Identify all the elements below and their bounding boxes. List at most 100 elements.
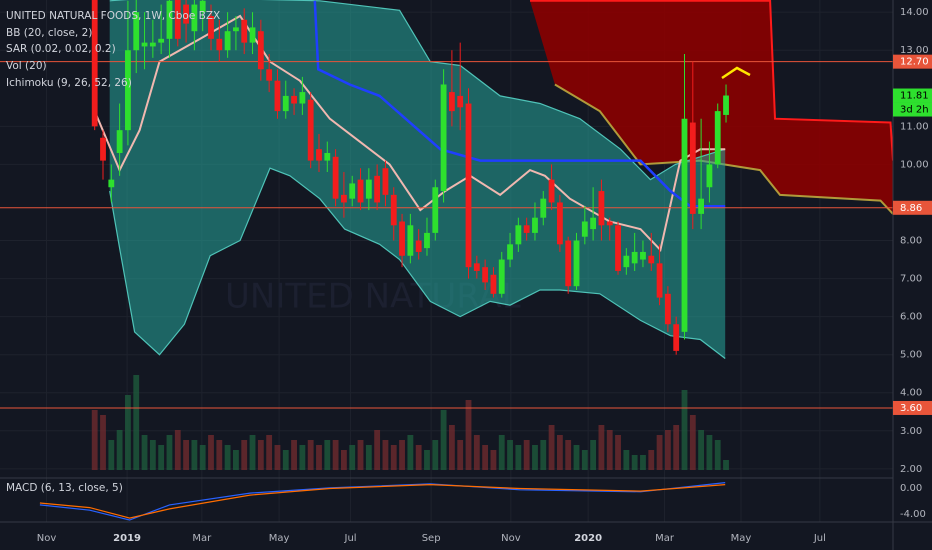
volume-bar xyxy=(615,435,621,470)
candle-body xyxy=(698,198,705,214)
x-tick-label: 2020 xyxy=(574,533,602,544)
candle-body xyxy=(349,183,356,199)
candle-body xyxy=(714,111,721,165)
volume-bar xyxy=(573,445,580,470)
candle-body xyxy=(174,0,181,39)
volume-bar xyxy=(723,460,729,470)
candle-body xyxy=(116,130,123,153)
x-tick-label: 2019 xyxy=(113,533,141,544)
level-label: 3.60 xyxy=(900,403,922,414)
volume-bar xyxy=(565,440,572,470)
volume-bar xyxy=(698,430,705,470)
volume-bar xyxy=(598,425,605,470)
volume-bar xyxy=(382,440,389,470)
candle-body xyxy=(183,4,189,24)
candle-body xyxy=(282,95,289,112)
volume-bar xyxy=(233,450,239,470)
volume-bar xyxy=(515,445,522,470)
annotation-arrow xyxy=(721,66,751,80)
candle-body xyxy=(631,251,638,264)
x-tick-label: Mar xyxy=(192,533,212,544)
candle-body xyxy=(257,31,264,70)
legend-title: UNITED NATURAL FOODS, 1W, Cboe BZX xyxy=(6,10,220,22)
x-tick-label: Nov xyxy=(501,533,521,544)
candle-body xyxy=(341,194,347,203)
candle-body xyxy=(357,179,364,203)
macd-tick-label: -4.00 xyxy=(900,509,926,520)
volume-bar xyxy=(257,440,264,470)
candle-body xyxy=(556,202,563,245)
volume-bar xyxy=(681,390,688,470)
bollinger-lower xyxy=(109,167,726,359)
volume-bar xyxy=(490,450,497,470)
volume-bar xyxy=(316,445,322,470)
candle-body xyxy=(432,187,439,233)
candle-body xyxy=(249,27,256,43)
candle-body xyxy=(199,0,206,13)
countdown-label: 3d 2h xyxy=(900,105,929,116)
candle-body xyxy=(689,122,696,214)
volume-bar xyxy=(183,440,189,470)
candle-body xyxy=(673,324,680,351)
level-label: 12.70 xyxy=(900,57,929,68)
candle-body xyxy=(465,103,472,268)
volume-bar xyxy=(249,435,256,470)
x-tick-label: Nov xyxy=(37,533,57,544)
volume-bar xyxy=(457,440,464,470)
candle-body xyxy=(598,191,605,226)
candle-body xyxy=(565,240,572,287)
volume-bar xyxy=(631,455,638,470)
candle-body xyxy=(490,274,497,294)
candle-body xyxy=(166,0,173,39)
volume-bar xyxy=(606,430,613,470)
candle-body xyxy=(640,251,646,260)
ichimoku-cloud xyxy=(530,0,893,214)
volume-bar xyxy=(116,430,123,470)
volume-bar xyxy=(133,375,140,470)
x-tick-label: Sep xyxy=(422,533,441,544)
candle-body xyxy=(448,92,455,112)
candle-body xyxy=(100,137,106,161)
candle-body xyxy=(723,95,729,115)
volume-bar xyxy=(332,440,339,470)
macd-pane xyxy=(39,482,726,521)
volume-bar xyxy=(407,435,414,470)
countdown-tag xyxy=(893,102,932,117)
y-tick-label: 8.00 xyxy=(900,236,922,247)
candle-body xyxy=(648,255,655,264)
candle-body xyxy=(224,31,231,51)
candle-body xyxy=(191,4,198,32)
candle-body xyxy=(291,95,297,104)
volume-bar xyxy=(664,430,671,470)
legend-item: Vol (20) xyxy=(6,60,47,72)
y-tick-label: 7.00 xyxy=(900,274,922,285)
volume-bar xyxy=(208,435,214,470)
candle-body xyxy=(415,240,422,252)
volume-bar xyxy=(714,440,721,470)
candle-body xyxy=(216,38,223,51)
macd-tick-label: 0.00 xyxy=(900,483,922,494)
x-tick-label: Mar xyxy=(655,533,675,544)
level-label: 8.86 xyxy=(900,203,922,214)
volume-bar xyxy=(640,455,646,470)
volume-bar xyxy=(473,435,480,470)
volume-bar xyxy=(498,435,505,470)
volume-bar xyxy=(241,440,248,470)
volume-bar xyxy=(556,435,563,470)
candle-body xyxy=(399,221,405,256)
candle-body xyxy=(523,225,530,233)
candle-body xyxy=(615,225,621,271)
volume-bar xyxy=(523,440,530,470)
candle-body xyxy=(664,293,671,325)
level-tag xyxy=(893,200,932,215)
volume-bar xyxy=(125,395,131,470)
macd-line xyxy=(39,482,726,521)
y-tick-label: 10.00 xyxy=(900,159,929,170)
y-tick-label: 4.00 xyxy=(900,388,922,399)
candle-body xyxy=(149,42,156,47)
level-tag xyxy=(893,400,932,415)
y-tick-label: 6.00 xyxy=(900,312,922,323)
candle-body xyxy=(590,217,597,230)
candle-body xyxy=(233,27,239,32)
kijun-line xyxy=(313,0,726,208)
